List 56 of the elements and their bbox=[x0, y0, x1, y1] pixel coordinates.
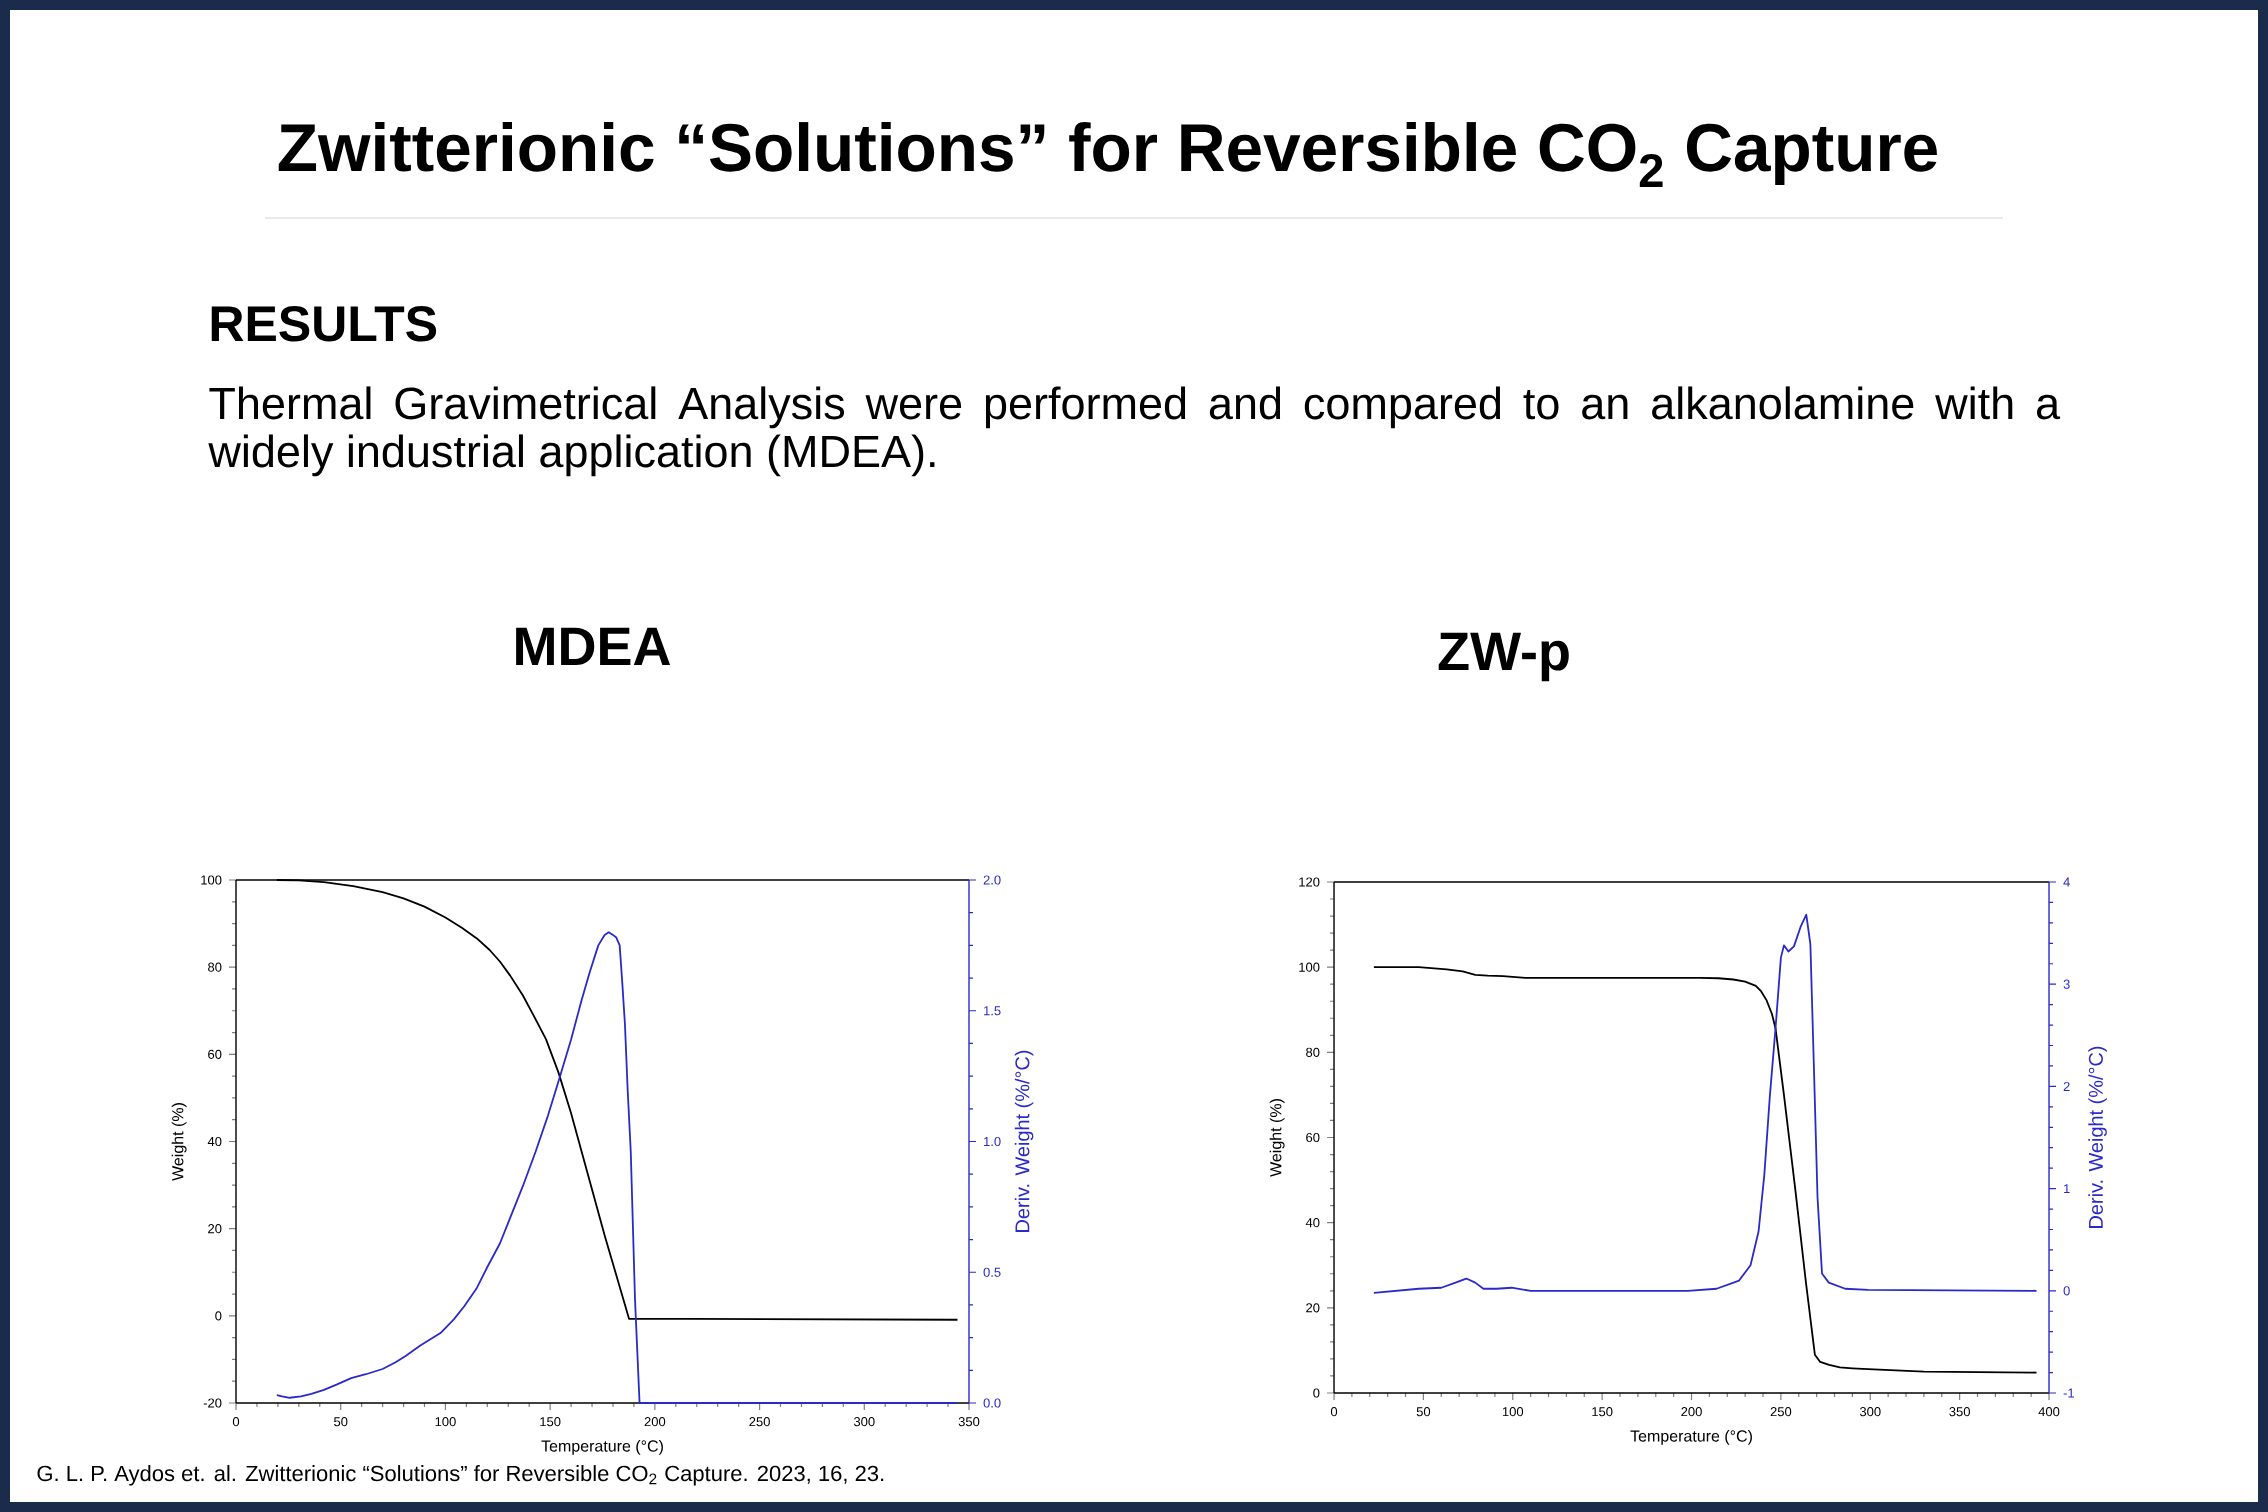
y-tick-label: 120 bbox=[1299, 877, 1320, 887]
text: Zwitterionic “Solutions” for Reversible CO$_{2}$ Capture bbox=[278, 122, 1937, 187]
x-tick-label: 200 bbox=[1681, 1407, 1702, 1417]
x-tick-label: 200 bbox=[644, 1417, 666, 1427]
x-tick-label: 250 bbox=[749, 1417, 770, 1427]
y-tick-label: 0 bbox=[215, 1311, 222, 1321]
x-tick-label: 0 bbox=[1330, 1407, 1338, 1417]
chart-title: ZW-p bbox=[1438, 632, 1569, 682]
text: RESULTS bbox=[211, 306, 437, 342]
line-series bbox=[1372, 913, 2038, 1294]
x-tick-label: 350 bbox=[958, 1417, 980, 1427]
x-tick-label: 150 bbox=[540, 1417, 561, 1427]
line-series bbox=[1372, 966, 2038, 1374]
y2-axis-title: Deriv. Weight (%/°C) bbox=[1014, 1050, 1034, 1232]
y-tick-label: 100 bbox=[1299, 962, 1320, 972]
y-axis-title: Weight (%) bbox=[1269, 1099, 1285, 1177]
x-tick-label: 50 bbox=[334, 1417, 348, 1427]
y-tick-label: 100 bbox=[201, 875, 222, 885]
y2-tick-label: 4 bbox=[2063, 877, 2070, 887]
text: Thermal Gravimetrical Analysis were performed and compared to an alkanolamine with a widely industrial application (MDEA). bbox=[208, 386, 2061, 477]
y2-tick-label: 0 bbox=[2063, 1286, 2070, 1296]
y-tick-label: -20 bbox=[203, 1398, 222, 1408]
x-tick-label: 400 bbox=[2038, 1407, 2060, 1417]
y2-tick-label: 0.5 bbox=[983, 1267, 1001, 1277]
x-axis-title: Temperature (°C) bbox=[1630, 1429, 1752, 1445]
x-tick-label: 300 bbox=[1859, 1407, 1881, 1417]
x-tick-label: 0 bbox=[232, 1417, 240, 1427]
y2-tick-label: 1 bbox=[2064, 1184, 2070, 1194]
x-tick-label: 100 bbox=[435, 1417, 456, 1427]
x-tick-label: 300 bbox=[853, 1417, 875, 1427]
chart-title: MDEA bbox=[516, 627, 671, 665]
y2-tick-label: 3 bbox=[2063, 979, 2070, 989]
x-tick-label: 100 bbox=[1502, 1407, 1524, 1417]
y-axis-title: Weight (%) bbox=[171, 1103, 187, 1181]
y2-tick-label: 2 bbox=[2063, 1081, 2070, 1091]
y2-axis-title: Deriv. Weight (%/°C) bbox=[2088, 1046, 2107, 1228]
x-tick-label: 250 bbox=[1770, 1407, 1792, 1417]
y-tick-label: 20 bbox=[208, 1224, 222, 1234]
y-tick-label: 80 bbox=[208, 962, 222, 972]
y-tick-label: 60 bbox=[208, 1049, 222, 1059]
x-tick-label: 50 bbox=[1416, 1407, 1431, 1417]
y-tick-label: 0 bbox=[1313, 1388, 1320, 1398]
y-tick-label: 60 bbox=[1306, 1132, 1320, 1143]
y-tick-label: 20 bbox=[1306, 1303, 1320, 1313]
y-tick-label: 80 bbox=[1306, 1047, 1320, 1057]
y2-tick-label: 1.5 bbox=[984, 1006, 1001, 1016]
x-tick-label: 350 bbox=[1949, 1407, 1970, 1417]
y2-tick-label: 1.0 bbox=[984, 1136, 1001, 1147]
y2-tick-label: -1 bbox=[2063, 1388, 2074, 1398]
y2-tick-label: 2.0 bbox=[983, 875, 1001, 885]
x-axis-title: Temperature (°C) bbox=[541, 1439, 663, 1455]
y2-tick-label: 0.0 bbox=[983, 1398, 1001, 1408]
text: G. L. P. Aydos et. al. Zwitterionic “Solutions” for Reversible CO$_{2}$ Capture. 2023, 16, 23. bbox=[37, 1465, 884, 1486]
y-tick-label: 40 bbox=[1305, 1218, 1320, 1228]
x-tick-label: 150 bbox=[1592, 1407, 1613, 1417]
y-tick-label: 40 bbox=[207, 1136, 222, 1147]
